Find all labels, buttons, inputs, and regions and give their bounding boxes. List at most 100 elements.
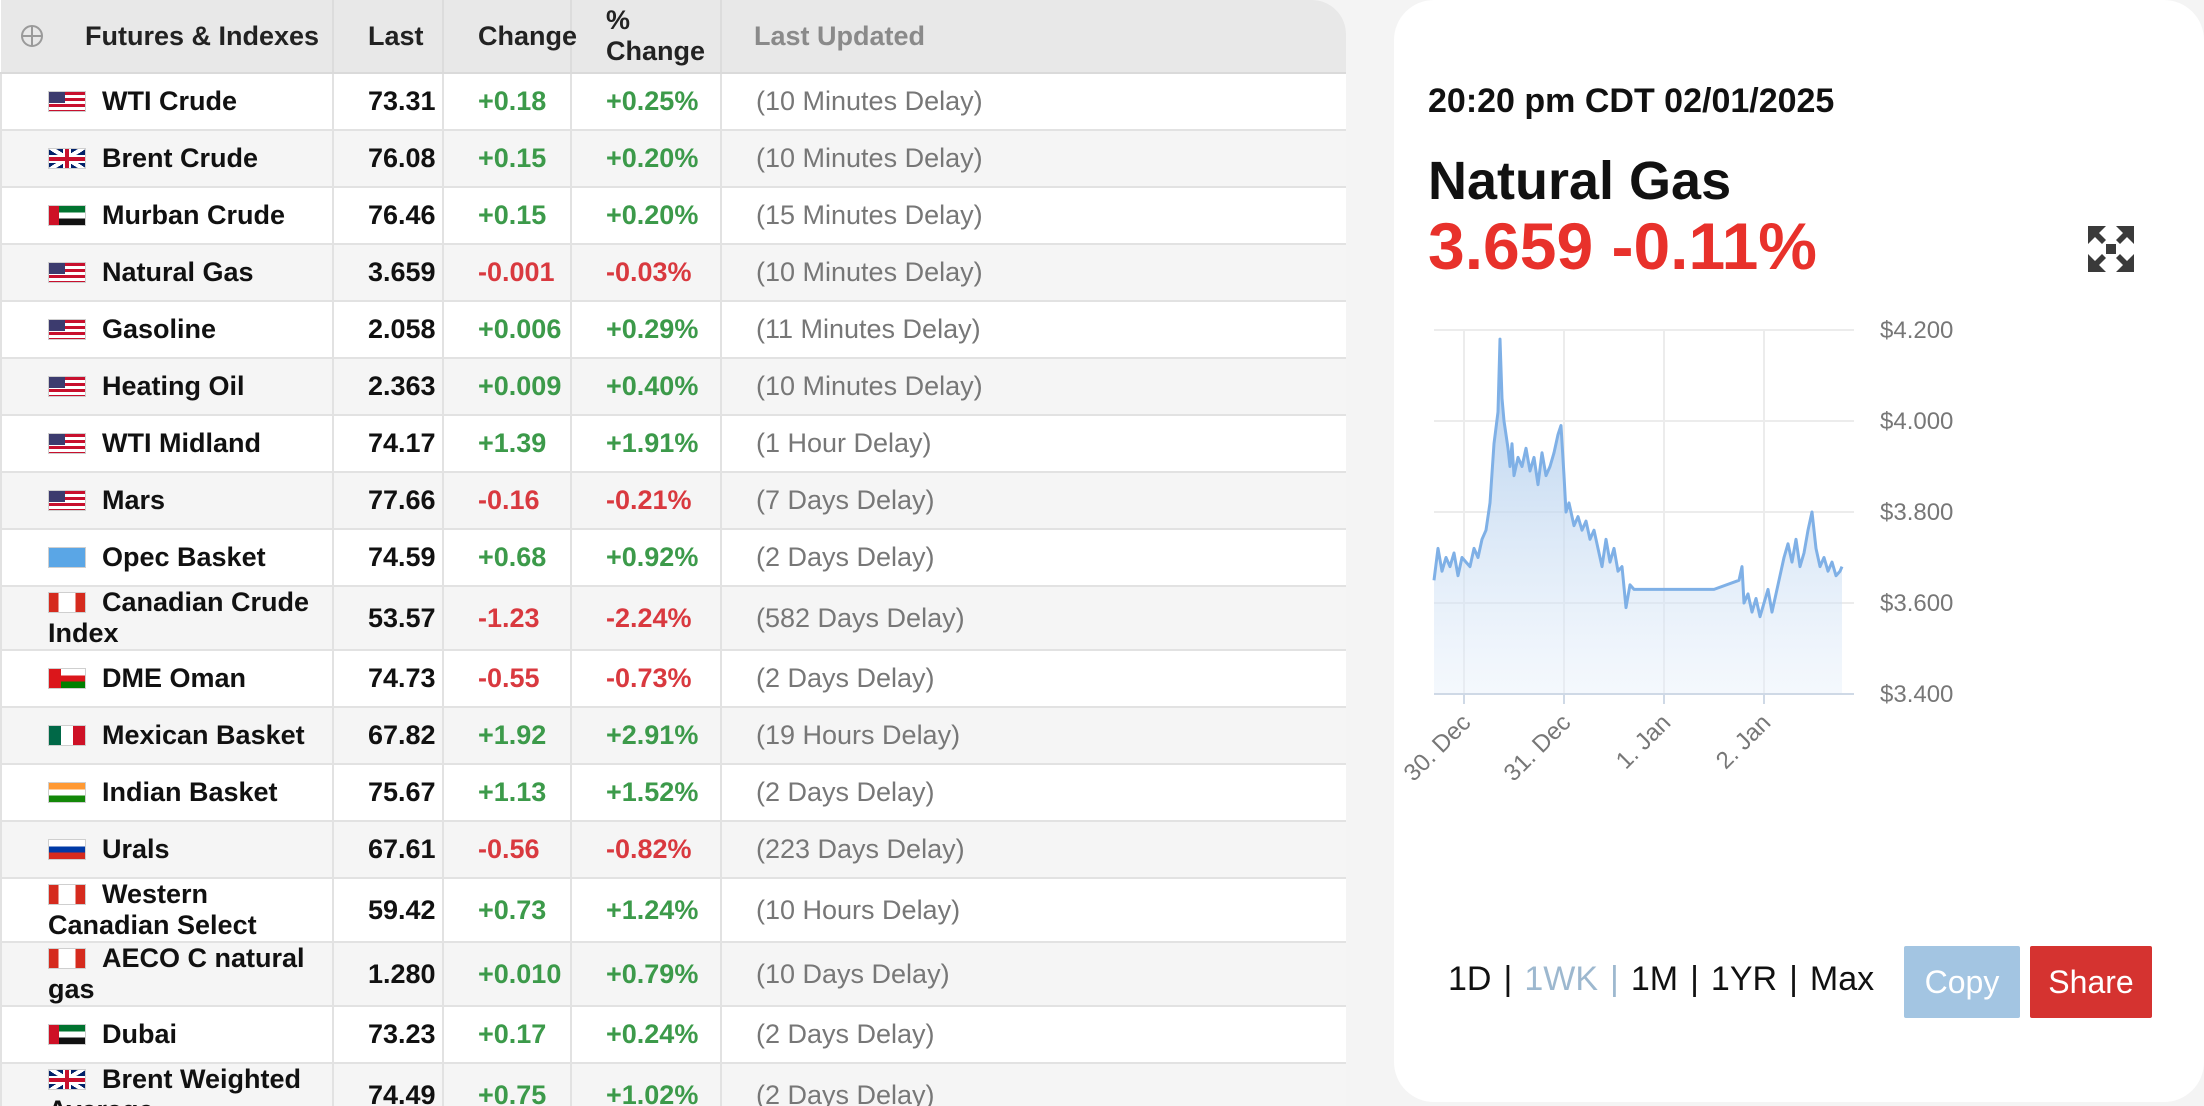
percent-change: +0.20% bbox=[571, 187, 722, 245]
table-row[interactable]: Natural Gas 3.659 -0.001 -0.03% (10 Minutes … bbox=[0, 244, 1346, 302]
table-row[interactable]: Gasoline 2.058 +0.006 +0.29% (11 Minutes Del… bbox=[0, 301, 1346, 359]
share-button[interactable]: Share bbox=[2030, 946, 2152, 1018]
price-change: +0.006 bbox=[443, 301, 572, 359]
instrument-cell[interactable]: Opec Basket bbox=[0, 529, 334, 587]
table-row[interactable]: WTI Crude 73.31 +0.18 +0.25% (10 Minutes Del… bbox=[0, 73, 1346, 131]
price-change: +0.15 bbox=[443, 187, 572, 245]
last-price: 73.31 bbox=[333, 73, 444, 131]
last-price: 77.66 bbox=[333, 472, 444, 530]
price-chart[interactable]: $4.200 $4.000 $3.800 $3.600 $3.400 30. Dec 31.… bbox=[1394, 300, 2204, 940]
futures-table-panel: Futures & Indexes Last Change % Change L… bbox=[0, 0, 1346, 1106]
table-row[interactable]: Dubai 73.23 +0.17 +0.24% (2 Days Delay) bbox=[0, 1006, 1346, 1064]
copy-button[interactable]: Copy bbox=[1904, 946, 2020, 1018]
table-row[interactable]: Heating Oil 2.363 +0.009 +0.40% (10 Minutes … bbox=[0, 358, 1346, 416]
column-header-change[interactable]: Change bbox=[443, 0, 577, 74]
table-row[interactable]: Western Canadian Select 59.42 +0.73 +1.24%(… bbox=[0, 878, 1346, 943]
last-updated: (10 Hours Delay) bbox=[721, 878, 1346, 943]
range-separator: | bbox=[1789, 960, 1798, 998]
column-header-last[interactable]: Last bbox=[333, 0, 444, 74]
instrument-name-label: Western Canadian Select bbox=[48, 879, 257, 940]
range-separator: | bbox=[1503, 960, 1513, 998]
percent-change: +0.24% bbox=[571, 1006, 722, 1064]
percent-change: +0.40% bbox=[571, 358, 722, 416]
table-row[interactable]: WTI Midland 74.17 +1.39 +1.91% (1 Hour Delay… bbox=[0, 415, 1346, 473]
instrument-cell[interactable]: Natural Gas bbox=[0, 244, 334, 302]
last-updated: (223 Days Delay) bbox=[721, 821, 1346, 879]
table-row[interactable]: DME Oman 74.73 -0.55 -0.73% (2 Days Delay) bbox=[0, 650, 1346, 708]
table-row[interactable]: Urals 67.61 -0.56 -0.82% (223 Days Delay) bbox=[0, 821, 1346, 879]
price-change: +1.92 bbox=[443, 707, 572, 765]
price-change: +0.009 bbox=[443, 358, 572, 416]
range-1wk[interactable]: 1WK bbox=[1524, 960, 1598, 998]
percent-change: +0.79% bbox=[571, 942, 722, 1007]
instrument-cell[interactable]: Brent Weighted Average bbox=[0, 1063, 334, 1106]
gb-flag-icon bbox=[48, 1069, 86, 1090]
last-updated: (2 Days Delay) bbox=[721, 1006, 1346, 1064]
range-1d[interactable]: 1D bbox=[1448, 960, 1492, 998]
table-row[interactable]: Indian Basket 75.67 +1.13 +1.52% (2 Days Del… bbox=[0, 764, 1346, 822]
table-row[interactable]: AECO C natural gas 1.280 +0.010 +0.79% (10 D… bbox=[0, 942, 1346, 1007]
last-updated: (15 Minutes Delay) bbox=[721, 187, 1346, 245]
range-1yr[interactable]: 1YR bbox=[1710, 960, 1778, 998]
column-header-name[interactable]: Futures & Indexes bbox=[1, 0, 334, 74]
last-price: 75.67 bbox=[333, 764, 444, 822]
last-price: 74.73 bbox=[333, 650, 444, 708]
instrument-name-label: Urals bbox=[102, 834, 170, 864]
table-body: WTI Crude 73.31 +0.18 +0.25% (10 Minutes Del… bbox=[0, 73, 1346, 1106]
table-row[interactable]: Mexican Basket 67.82 +1.92 +2.91% (19 Hours … bbox=[0, 707, 1346, 765]
table-row[interactable]: Murban Crude 76.46 +0.15 +0.20% (15 Minutes … bbox=[0, 187, 1346, 245]
instrument-cell[interactable]: Mexican Basket bbox=[0, 707, 334, 765]
last-updated: (10 Minutes Delay) bbox=[721, 130, 1346, 188]
opec-flag-icon bbox=[48, 547, 86, 568]
instrument-cell[interactable]: Mars bbox=[0, 472, 334, 530]
range-1m[interactable]: 1M bbox=[1630, 960, 1679, 998]
instrument-cell[interactable]: WTI Midland bbox=[0, 415, 334, 473]
table-row[interactable]: Brent Crude 76.08 +0.15 +0.20% (10 Minutes D… bbox=[0, 130, 1346, 188]
instrument-cell[interactable]: Murban Crude bbox=[0, 187, 334, 245]
globe-icon bbox=[21, 24, 43, 47]
percent-change: -0.82% bbox=[571, 821, 722, 879]
instrument-cell[interactable]: Indian Basket bbox=[0, 764, 334, 822]
last-price: 74.49 bbox=[333, 1063, 444, 1106]
price-change: +0.73 bbox=[443, 878, 572, 943]
instrument-cell[interactable]: Canadian Crude Index bbox=[0, 586, 334, 651]
us-flag-icon bbox=[48, 319, 86, 340]
instrument-cell[interactable]: Urals bbox=[0, 821, 334, 879]
table-row[interactable]: Brent Weighted Average 74.49+0.75+1.02%(2… bbox=[0, 1063, 1346, 1106]
last-price: 74.59 bbox=[333, 529, 444, 587]
percent-change: -0.03% bbox=[571, 244, 722, 302]
y-tick-label: $3.600 bbox=[1880, 590, 1953, 617]
instrument-name-label: Brent Weighted Average bbox=[48, 1064, 302, 1106]
last-updated: (19 Hours Delay) bbox=[721, 707, 1346, 765]
instrument-name-label: Opec Basket bbox=[102, 542, 266, 572]
range-max[interactable]: Max bbox=[1809, 960, 1875, 998]
x-tick-label: 30. Dec bbox=[1399, 709, 1477, 787]
instrument-cell[interactable]: Dubai bbox=[0, 1006, 334, 1064]
instrument-cell[interactable]: Heating Oil bbox=[0, 358, 334, 416]
instrument-name-label: DME Oman bbox=[102, 663, 247, 693]
instrument-cell[interactable]: DME Oman bbox=[0, 650, 334, 708]
table-row[interactable]: Canadian Crude Index 53.57 -1.23 -2.24% (582… bbox=[0, 586, 1346, 651]
y-tick-label: $3.400 bbox=[1880, 681, 1953, 708]
y-tick-label: $3.800 bbox=[1880, 499, 1953, 526]
instrument-cell[interactable]: AECO C natural gas bbox=[0, 942, 334, 1007]
percent-change: +0.29% bbox=[571, 301, 722, 359]
column-header-pct-change[interactable]: % Change bbox=[571, 0, 722, 74]
percent-change: +2.91% bbox=[571, 707, 722, 765]
last-updated: (2 Days Delay) bbox=[721, 529, 1346, 587]
table-row[interactable]: Opec Basket 74.59 +0.68 +0.92% (2 Days Delay… bbox=[0, 529, 1346, 587]
last-updated: (2 Days Delay) bbox=[721, 1063, 1346, 1106]
instrument-cell[interactable]: WTI Crude bbox=[0, 73, 334, 131]
series-line bbox=[1432, 337, 1844, 619]
instrument-cell[interactable]: Brent Crude bbox=[0, 130, 334, 188]
last-updated: (10 Minutes Delay) bbox=[721, 358, 1346, 416]
instrument-cell[interactable]: Western Canadian Select bbox=[0, 878, 334, 943]
instrument-name: Natural Gas bbox=[1428, 151, 1732, 211]
column-header-last-updated[interactable]: Last Updated bbox=[721, 0, 1346, 74]
instrument-name-label: Mars bbox=[102, 485, 166, 515]
instrument-cell[interactable]: Gasoline bbox=[0, 301, 334, 359]
table-row[interactable]: Mars 77.66 -0.16 -0.21% (7 Days Delay) bbox=[0, 472, 1346, 530]
expand-arrows-icon[interactable] bbox=[2086, 224, 2136, 274]
last-price: 1.280 bbox=[333, 942, 444, 1007]
instrument-name-label: Canadian Crude Index bbox=[48, 587, 310, 648]
